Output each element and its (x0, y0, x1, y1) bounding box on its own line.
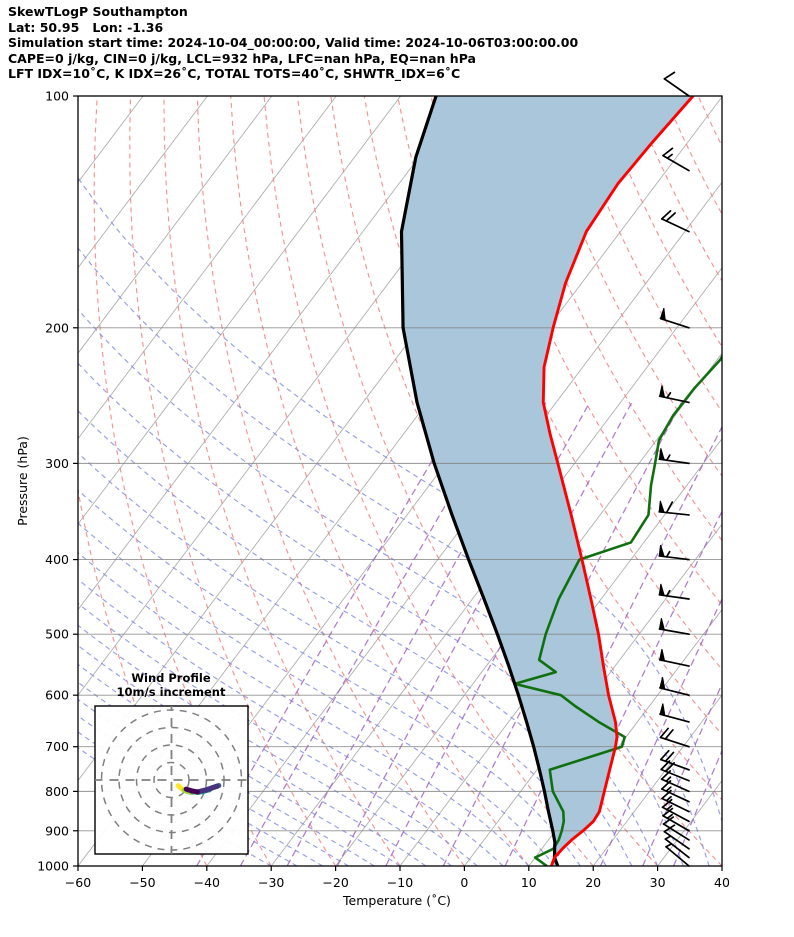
pressure-axis-ticks: 100 200 300 400 500 600 700 800 900 1000 (37, 89, 78, 874)
wind-barbs-column (658, 71, 690, 867)
wind-barb (664, 835, 690, 859)
temperature-tick-label: 30 (650, 875, 666, 890)
pressure-tick-label: 200 (45, 320, 69, 335)
wind-barb (658, 618, 690, 636)
pressure-tick-label: 700 (45, 739, 69, 754)
wind-barb (658, 544, 690, 561)
header-indices-line: LFT IDX=10˚C, K IDX=26˚C, TOTAL TOTS=40˚… (8, 66, 461, 82)
pressure-tick-label: 900 (45, 823, 69, 838)
wind-barb (659, 677, 690, 697)
wind-barb (662, 816, 690, 841)
temperature-tick-label: −50 (129, 875, 155, 890)
temperature-tick-label: −10 (387, 875, 413, 890)
wind-barb (665, 843, 690, 867)
header-cape-line: CAPE=0 j/kg, CIN=0 j/kg, LCL=932 hPa, LF… (8, 50, 476, 66)
temperature-tick-label: 10 (521, 875, 537, 890)
temperature-tick-label: 0 (460, 875, 468, 890)
header-times: Simulation start time: 2024-10-04_00:00:… (8, 35, 579, 51)
wind-barb (658, 648, 690, 667)
wind-barb (659, 703, 690, 723)
pressure-tick-label: 100 (45, 89, 69, 104)
header-title: SkewTLogP Southampton (8, 4, 188, 19)
temperature-tick-label: −30 (258, 875, 284, 890)
temperature-tick-label: 40 (714, 875, 730, 890)
pressure-tick-label: 400 (45, 552, 69, 567)
pressure-tick-label: 600 (45, 688, 69, 703)
temperature-tick-label: −40 (194, 875, 220, 890)
wind-barb (658, 448, 690, 465)
wind-profile-inset: Wind Profile 10m/s increment (94, 671, 249, 855)
temperature-tick-label: 20 (585, 875, 601, 890)
wind-barb (658, 583, 690, 600)
pressure-tick-label: 1000 (37, 859, 69, 874)
x-axis-label: Temperature (˚C) (342, 893, 451, 908)
hodograph-wind-trace (175, 783, 222, 796)
wind-barb (658, 385, 690, 404)
wind-barb (661, 798, 690, 823)
wind-barb (658, 500, 690, 516)
wind-barb (662, 147, 690, 172)
pressure-tick-label: 300 (45, 456, 69, 471)
y-axis-label: Pressure (hPa) (15, 436, 30, 526)
wind-barb (663, 71, 690, 97)
dewpoint-curve (513, 354, 722, 866)
wind-barb (662, 807, 690, 832)
parcel-path-curve (399, 96, 560, 866)
hodograph-axes (95, 706, 248, 854)
wind-barb (659, 749, 690, 771)
pressure-tick-label: 800 (45, 784, 69, 799)
cape-shading-region (401, 96, 694, 866)
inset-title: Wind Profile (131, 671, 211, 685)
temperature-tick-label: −60 (65, 875, 91, 890)
wind-barb (659, 727, 690, 748)
wind-barb (659, 307, 690, 329)
wind-barb (660, 209, 690, 233)
temperature-tick-label: −20 (322, 875, 348, 890)
temperature-axis-ticks: −60 −50 −40 −30 −20 −10 0 10 20 30 40 (65, 866, 730, 890)
header-location: Lat: 50.95 Lon: -1.36 (8, 19, 164, 35)
temperature-curve (541, 96, 695, 866)
hodograph-ring (153, 761, 190, 799)
inset-subtitle: 10m/s increment (117, 685, 226, 699)
pressure-tick-label: 500 (45, 627, 69, 642)
figure-header: SkewTLogP Southampton Lat: 50.95 Lon: -1… (8, 4, 788, 82)
